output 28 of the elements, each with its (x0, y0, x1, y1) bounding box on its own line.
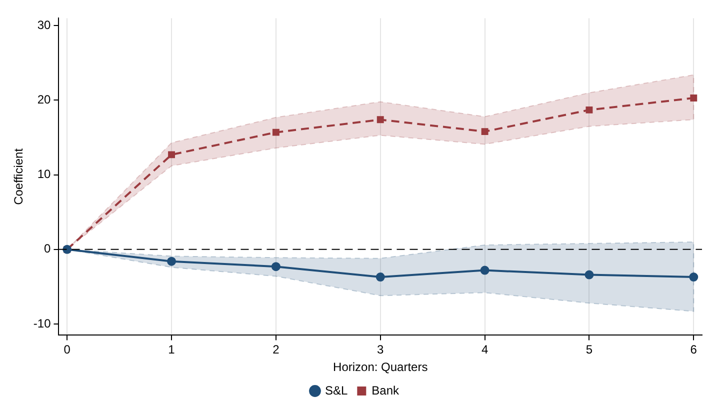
x-tick-label: 1 (168, 342, 176, 357)
x-tick-label: 6 (690, 342, 698, 357)
y-tick-label: 10 (37, 167, 52, 182)
y-tick-label: -10 (33, 316, 52, 330)
x-tick-label: 2 (272, 342, 280, 357)
x-tick-label: 3 (377, 342, 384, 357)
y-tick-label: 30 (37, 18, 52, 32)
point (167, 256, 176, 266)
y-tick-label: 0 (44, 242, 52, 256)
x-tick-label: 4 (481, 342, 488, 357)
point (168, 151, 175, 158)
x-axis-title: Horizon: Quarters (333, 360, 428, 374)
x-tick-label: 0 (64, 342, 71, 357)
point (481, 128, 488, 136)
y-tick-label: 20 (37, 92, 52, 107)
x-tick-label: 5 (586, 342, 593, 357)
point (586, 106, 593, 114)
legend-label: S&L (324, 383, 348, 398)
point (376, 272, 385, 282)
point (690, 94, 698, 102)
point (689, 272, 698, 282)
point (271, 262, 280, 272)
point (584, 270, 594, 280)
point (272, 128, 280, 136)
point (376, 116, 384, 124)
y-axis-title: Coefficient (12, 148, 26, 205)
legend-label: Bank (372, 383, 400, 398)
point (480, 266, 490, 275)
